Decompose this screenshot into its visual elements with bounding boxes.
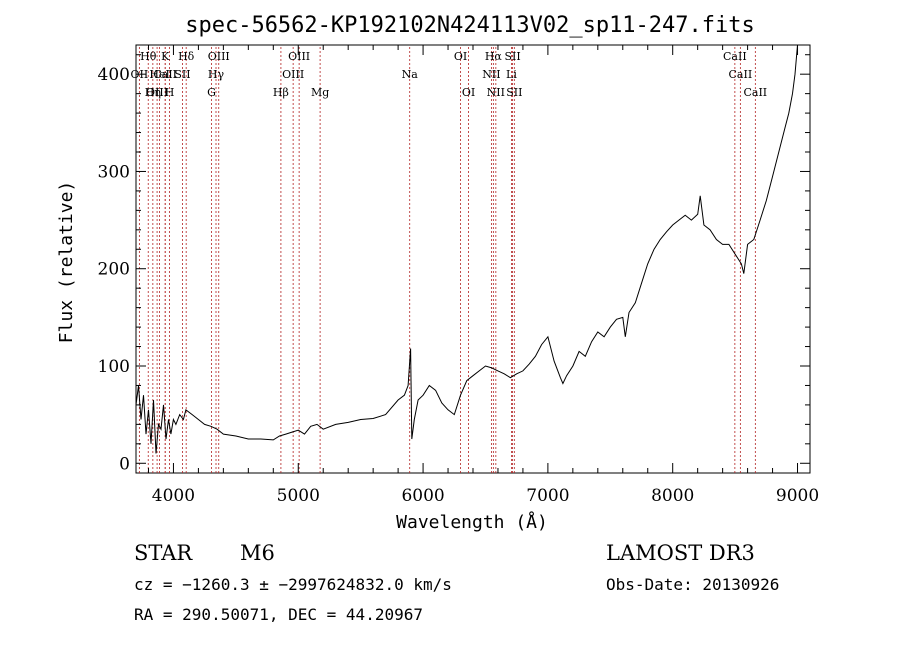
object-class: STAR	[134, 541, 193, 565]
y-axis-ticks: 0 100 200 300 400	[98, 54, 810, 474]
survey-name: LAMOST DR3	[606, 541, 755, 565]
spectral-line-label: Hη	[145, 86, 161, 99]
spectral-line-label: Hγ	[208, 68, 225, 81]
x-tick-label: 6000	[401, 486, 444, 506]
spectral-line-markers	[138, 47, 756, 473]
x-tick-label: 4000	[152, 486, 195, 506]
spectral-line-label: Hβ	[273, 86, 289, 99]
x-axis-label: Wavelength (Å)	[396, 511, 548, 533]
spectral-line-label: OIII	[288, 50, 310, 63]
chart-title: spec-56562-KP192102N424113V02_sp11-247.f…	[185, 13, 755, 38]
y-tick-label: 100	[98, 357, 130, 377]
x-tick-label: 5000	[277, 486, 320, 506]
x-axis-ticks: 4000 5000 6000 7000 8000 9000	[147, 45, 819, 506]
coordinates: RA = 290.50071, DEC = 44.20967	[134, 605, 423, 624]
spectral-line-label: OI	[454, 50, 467, 63]
spectral-line-label: NII	[487, 86, 505, 99]
spectral-line-label: Na	[402, 68, 419, 81]
spectral-line-label: K	[161, 50, 170, 63]
spectral-line-label: SII	[504, 50, 520, 63]
x-tick-label: 9000	[776, 486, 819, 506]
spectral-line-label: CaII	[723, 50, 747, 63]
spectral-line-label: CaII	[729, 68, 753, 81]
subclass: M6	[240, 541, 275, 565]
spectral-line-label: Hα	[485, 50, 503, 63]
spectral-line-label: OIII	[282, 68, 304, 81]
spectral-line-label: SII	[174, 68, 190, 81]
spectral-line-label: Mg	[311, 86, 329, 99]
redshift-cz: cz = −1260.3 ± −2997624832.0 km/s	[134, 575, 452, 594]
y-tick-label: 0	[119, 454, 130, 474]
spectral-line-label: NII	[482, 68, 500, 81]
spectral-line-label: G	[207, 86, 216, 99]
spectral-line-label: Hδ	[178, 50, 195, 63]
spectral-line-label: OIII	[146, 86, 168, 99]
y-tick-label: 200	[98, 260, 130, 280]
x-tick-label: 7000	[526, 486, 569, 506]
y-axis-label: Flux (relative)	[56, 181, 77, 344]
flux-line	[135, 44, 798, 454]
spectral-line-label: OI	[462, 86, 475, 99]
spectral-line-label: Hθ	[140, 50, 157, 63]
spectral-line-label: CaII	[743, 86, 767, 99]
x-tick-label: 8000	[651, 486, 694, 506]
spectral-line-label: CaII	[153, 68, 177, 81]
spectral-line-label: HeI	[149, 68, 169, 81]
spectral-line-label: H	[165, 86, 175, 99]
y-tick-label: 400	[98, 65, 130, 85]
plot-frame	[135, 44, 811, 474]
spectral-line-label: Li	[506, 68, 517, 81]
obs-date: Obs-Date: 20130926	[606, 575, 779, 594]
spectral-line-label: OIII	[208, 50, 230, 63]
y-tick-label: 300	[98, 162, 130, 182]
spectral-line-label: SII	[506, 86, 522, 99]
